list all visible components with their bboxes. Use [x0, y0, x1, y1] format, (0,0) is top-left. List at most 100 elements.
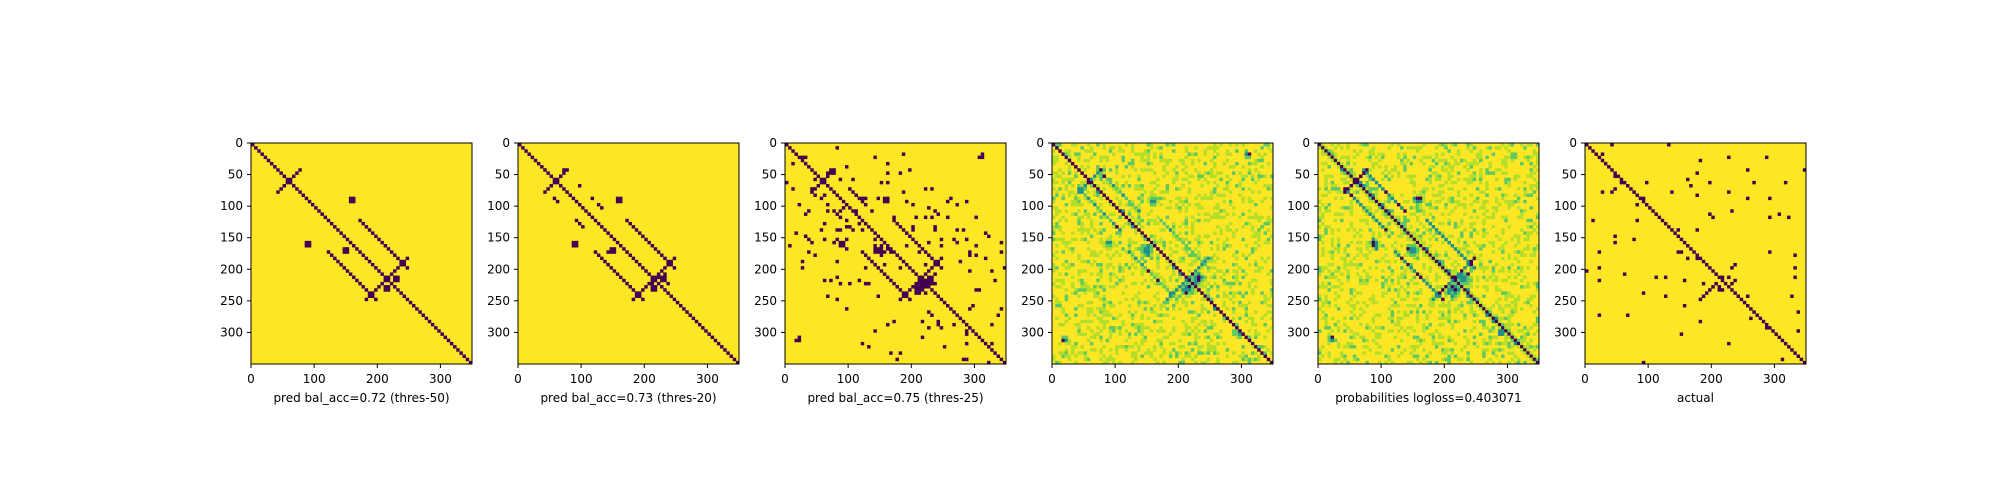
heatmap-cell — [1086, 319, 1091, 324]
heatmap-cell — [1390, 196, 1395, 201]
heatmap-cell — [465, 357, 470, 362]
heatmap-cell — [844, 247, 849, 251]
heatmap-cell — [1501, 332, 1505, 336]
heatmap-cell — [1099, 250, 1103, 254]
heatmap-cell — [1089, 184, 1094, 188]
heatmap-cell — [1428, 269, 1432, 273]
heatmap-cell — [1365, 221, 1369, 226]
heatmap-cell — [1254, 345, 1258, 349]
heatmap-cell — [838, 281, 843, 286]
heatmap-cell — [383, 285, 388, 289]
heatmap-cell — [1453, 281, 1458, 286]
heatmap-cell — [1507, 225, 1511, 229]
heatmap-cell — [930, 313, 934, 317]
heatmap-cell — [1377, 240, 1382, 245]
heatmap-cell — [1535, 285, 1540, 289]
heatmap-cell — [1241, 237, 1245, 242]
heatmap-cell — [1610, 190, 1614, 194]
heatmap-cell — [1415, 281, 1420, 286]
heatmap-cell — [1469, 278, 1473, 283]
heatmap-cell — [1080, 288, 1084, 292]
heatmap-cell — [1403, 259, 1407, 264]
heatmap-cell — [1676, 250, 1681, 254]
heatmap-cell — [1437, 199, 1442, 204]
heatmap-cell — [314, 206, 318, 210]
heatmap-cell — [1250, 316, 1255, 321]
heatmap-cell — [1093, 152, 1097, 156]
heatmap-cell — [1244, 357, 1249, 362]
heatmap-cell — [1330, 187, 1335, 191]
heatmap-cell — [1064, 288, 1069, 292]
heatmap-cell — [1355, 316, 1360, 321]
heatmap-cell — [1422, 357, 1426, 362]
heatmap-cell — [1447, 269, 1451, 273]
heatmap-cell — [1134, 341, 1138, 346]
heatmap-cell — [1206, 256, 1211, 261]
heatmap-cell — [826, 202, 830, 207]
heatmap-cell — [1355, 291, 1360, 295]
heatmap-cell — [1396, 278, 1401, 283]
heatmap-cell — [1096, 272, 1100, 276]
heatmap-cell — [1330, 275, 1335, 280]
heatmap-cell — [1437, 332, 1442, 336]
heatmap-cell — [807, 250, 811, 254]
heatmap-cell — [1321, 310, 1325, 314]
heatmap-cell — [1469, 221, 1473, 226]
heatmap-cell — [1447, 212, 1451, 216]
heatmap-cell — [1184, 199, 1189, 204]
heatmap-cell — [1679, 332, 1684, 336]
heatmap-cell — [1507, 180, 1511, 185]
heatmap-cell — [1510, 237, 1515, 242]
heatmap-cell — [1241, 345, 1245, 349]
heatmap-cell — [1447, 174, 1451, 179]
heatmap-cell — [1704, 262, 1709, 267]
heatmap-cell — [1488, 215, 1492, 220]
heatmap-cell — [1263, 300, 1267, 305]
heatmap-cell — [1406, 234, 1410, 239]
heatmap-cell — [1190, 357, 1195, 362]
heatmap-cell — [282, 174, 287, 179]
heatmap-cell — [1067, 171, 1072, 175]
heatmap-cell — [927, 253, 931, 257]
heatmap-cell — [1453, 266, 1458, 270]
heatmap-cell — [1137, 152, 1141, 156]
heatmap-cell — [933, 225, 937, 229]
heatmap-cell — [1156, 278, 1160, 283]
heatmap-cell — [1209, 259, 1214, 264]
heatmap-cell — [1083, 174, 1088, 179]
heatmap-cell — [923, 215, 928, 220]
heatmap-cell — [1359, 262, 1363, 267]
heatmap-cell — [1263, 221, 1267, 226]
heatmap-cell — [1437, 322, 1442, 327]
heatmap-cell — [380, 281, 384, 286]
heatmap-cell — [1374, 326, 1379, 330]
heatmap-cell — [1153, 348, 1157, 352]
heatmap-cell — [1368, 206, 1372, 210]
heatmap-cell — [1165, 259, 1170, 264]
heatmap-cell — [797, 335, 802, 340]
heatmap-cell — [1108, 168, 1113, 172]
heatmap-cell — [1102, 244, 1106, 248]
heatmap-cell — [1146, 158, 1151, 163]
heatmap-cell — [971, 304, 975, 308]
heatmap-cell — [1324, 228, 1328, 232]
heatmap-cell — [1330, 316, 1335, 321]
heatmap-cell — [1520, 338, 1524, 343]
heatmap-cell — [1159, 304, 1163, 308]
heatmap-cell — [1209, 300, 1214, 305]
heatmap-cell — [1654, 275, 1658, 280]
heatmap-cell — [1231, 291, 1236, 295]
heatmap-cell — [1137, 291, 1141, 295]
heatmap-cell — [1479, 266, 1483, 270]
heatmap-cell — [1472, 253, 1477, 257]
heatmap-cell — [1074, 237, 1078, 242]
heatmap-cell — [1108, 326, 1113, 330]
heatmap-cell — [1181, 360, 1185, 365]
heatmap-cell — [1074, 174, 1078, 179]
heatmap-cell — [1444, 357, 1448, 362]
heatmap-cell — [1641, 196, 1646, 201]
heatmap-cell — [1077, 256, 1081, 261]
y-tick-label: 50 — [1295, 168, 1310, 182]
heatmap-cell — [1434, 259, 1439, 264]
heatmap-cell — [1146, 351, 1151, 355]
